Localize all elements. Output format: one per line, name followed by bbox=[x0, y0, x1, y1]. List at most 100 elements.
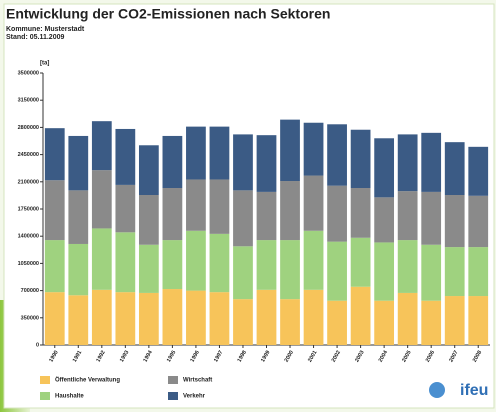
bar-segment bbox=[303, 289, 324, 345]
x-tick-label: 2004 bbox=[378, 349, 390, 363]
bar-segment bbox=[350, 237, 371, 287]
y-tick-label: 0 bbox=[36, 342, 39, 348]
x-tick-label: 2002 bbox=[331, 350, 342, 364]
bar-segment bbox=[468, 195, 489, 248]
logo-icon bbox=[429, 382, 445, 398]
bar-segment bbox=[303, 230, 324, 290]
bar-segment bbox=[138, 195, 159, 245]
bar-segment bbox=[280, 299, 300, 345]
bar-segment bbox=[186, 179, 206, 231]
bar-segment bbox=[233, 299, 253, 345]
legend-swatch bbox=[40, 376, 50, 384]
bar-segment bbox=[115, 232, 136, 293]
y-tick-label: 700000 bbox=[21, 288, 39, 294]
x-tick-label: 1999 bbox=[260, 350, 271, 364]
x-tick-label: 2006 bbox=[425, 350, 436, 364]
bar-segment bbox=[44, 128, 65, 181]
bar-segment bbox=[68, 295, 89, 345]
x-tick-label: 1994 bbox=[143, 349, 155, 363]
bar-segment bbox=[350, 129, 371, 189]
subtitle: Stand: 05.11.2009 bbox=[6, 34, 64, 41]
bar-segment bbox=[421, 132, 442, 192]
bar-segment bbox=[256, 240, 277, 290]
bar-segment bbox=[91, 289, 112, 345]
bar-segment bbox=[444, 195, 465, 248]
bar-segment bbox=[44, 240, 65, 293]
legend-swatch bbox=[40, 392, 50, 400]
bar-segment bbox=[327, 124, 347, 186]
bar-segment bbox=[397, 134, 418, 192]
y-axis-label: [ta] bbox=[40, 61, 49, 67]
bar-segment bbox=[468, 296, 489, 345]
legend-swatch bbox=[168, 392, 178, 400]
bar-segment bbox=[138, 292, 159, 345]
chart-title: Entwicklung der CO2-Emissionen nach Sekt… bbox=[6, 6, 330, 22]
bar-segment bbox=[280, 119, 300, 182]
bar-segment bbox=[374, 300, 395, 345]
x-tick-label: 1990 bbox=[48, 350, 59, 364]
legend-swatch bbox=[168, 376, 178, 384]
legend-label: Verkehr bbox=[183, 394, 206, 400]
bar-segment bbox=[68, 190, 89, 244]
bar-segment bbox=[256, 191, 277, 241]
y-tick-label: 1050000 bbox=[18, 261, 39, 267]
bar-segment bbox=[280, 240, 300, 300]
bar-segment bbox=[209, 126, 230, 180]
bar-segment bbox=[91, 228, 112, 290]
bar-segment bbox=[444, 142, 465, 196]
bar-segment bbox=[233, 246, 253, 300]
bar-segment bbox=[115, 184, 136, 233]
y-tick-label: 2100000 bbox=[18, 179, 39, 185]
legend-label: Wirtschaft bbox=[183, 378, 212, 384]
bar-segment bbox=[444, 296, 465, 345]
bar-segment bbox=[209, 233, 230, 293]
bar-segment bbox=[233, 134, 253, 191]
x-tick-label: 2005 bbox=[401, 350, 412, 364]
y-tick-label: 350000 bbox=[21, 315, 39, 321]
bar-segment bbox=[421, 300, 442, 345]
x-tick-label: 2000 bbox=[284, 350, 295, 364]
bar-segment bbox=[91, 170, 112, 229]
bar-segment bbox=[397, 191, 418, 241]
subtitle: Kommune: Musterstadt bbox=[6, 26, 85, 33]
bar-segment bbox=[162, 188, 183, 241]
bar-segment bbox=[44, 180, 65, 241]
y-tick-label: 3500000 bbox=[18, 70, 39, 76]
bar-segment bbox=[186, 126, 206, 180]
bar-segment bbox=[468, 247, 489, 297]
bar-segment bbox=[468, 146, 489, 196]
bar-segment bbox=[374, 197, 395, 243]
y-tick-label: 2450000 bbox=[18, 152, 39, 158]
bar-segment bbox=[350, 286, 371, 345]
bar-segment bbox=[162, 135, 183, 189]
legend-label: Haushalte bbox=[55, 394, 84, 400]
bar-segment bbox=[303, 175, 324, 231]
bar-segment bbox=[444, 247, 465, 297]
bar-segment bbox=[397, 240, 418, 293]
bar-segment bbox=[186, 230, 206, 291]
bar-segment bbox=[138, 244, 159, 293]
x-tick-label: 1998 bbox=[237, 350, 248, 364]
bar-segment bbox=[209, 179, 230, 234]
bar-segment bbox=[68, 135, 89, 191]
bar-segment bbox=[44, 292, 65, 345]
bar-segment bbox=[397, 292, 418, 345]
bar-segment bbox=[303, 122, 324, 176]
y-tick-label: 2800000 bbox=[18, 125, 39, 131]
y-tick-label: 1400000 bbox=[18, 234, 39, 240]
bar-segment bbox=[350, 188, 371, 238]
bar-segment bbox=[280, 181, 300, 241]
bar-segment bbox=[138, 145, 159, 196]
bar-segment bbox=[162, 289, 183, 345]
y-tick-label: 1750000 bbox=[18, 206, 39, 212]
bar-segment bbox=[186, 290, 206, 345]
bar-segment bbox=[115, 292, 136, 345]
x-tick-label: 1996 bbox=[190, 350, 201, 364]
bar-segment bbox=[256, 289, 277, 345]
y-tick-label: 3150000 bbox=[18, 98, 39, 104]
bar-segment bbox=[374, 242, 395, 301]
x-tick-label: 2003 bbox=[354, 350, 365, 364]
x-tick-label: 1993 bbox=[119, 350, 130, 364]
bar-segment bbox=[162, 240, 183, 290]
